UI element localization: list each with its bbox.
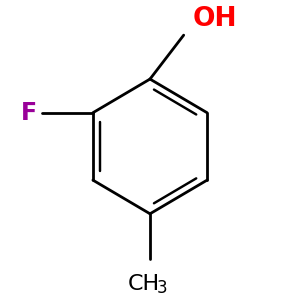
Text: CH: CH — [128, 274, 160, 294]
Text: F: F — [20, 101, 37, 125]
Text: 3: 3 — [157, 279, 168, 297]
Text: OH: OH — [192, 6, 237, 32]
